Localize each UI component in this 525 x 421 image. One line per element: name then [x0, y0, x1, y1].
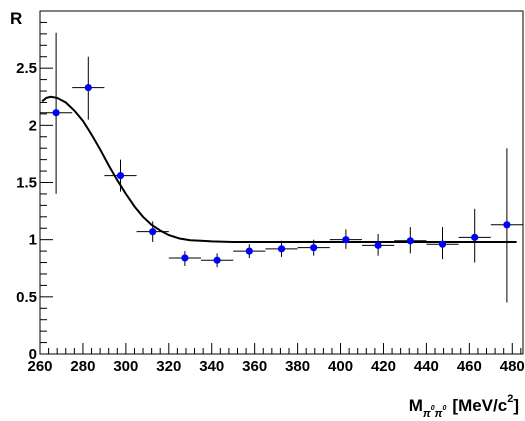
point-marker	[374, 241, 382, 249]
data-point	[136, 221, 169, 242]
y-axis-title: R	[10, 9, 22, 28]
fit-curve-group	[41, 95, 517, 243]
data-point	[72, 56, 105, 120]
x-tick-label: 280	[70, 358, 95, 375]
x-tick-label: 380	[285, 358, 310, 375]
point-marker	[310, 244, 318, 252]
point-marker	[406, 237, 414, 245]
point-marker	[438, 240, 447, 248]
x-tick-label: 360	[242, 358, 267, 375]
data-point	[426, 227, 459, 260]
x-axis-title-sup2: 0	[443, 405, 447, 412]
x-tick-label: 420	[371, 358, 396, 375]
data-point	[329, 229, 362, 249]
point-marker	[52, 109, 60, 117]
point-marker	[84, 84, 92, 92]
x-tick-label: 460	[457, 358, 482, 375]
y-tick-label: 1	[29, 232, 37, 249]
y-tick-label: 2.5	[16, 60, 37, 77]
point-marker	[245, 247, 253, 255]
point-marker	[116, 172, 125, 180]
axis-ticks: 260 280 300 320 340 360 380 400 420 440 460 480 0 0.5…	[16, 21, 525, 375]
x-axis-title-sub2: π	[435, 408, 443, 420]
data-point	[297, 239, 330, 256]
point-marker	[149, 228, 157, 236]
data-point	[394, 227, 427, 254]
point-marker	[342, 236, 350, 244]
x-axis-title-sup1: 0	[431, 405, 435, 412]
x-tick-label: 300	[113, 358, 138, 375]
fit-curve	[41, 95, 517, 243]
point-marker	[503, 221, 511, 229]
plot-frame	[39, 10, 524, 355]
x-axis-title-sub1: π	[423, 408, 431, 420]
data-point	[233, 244, 266, 258]
point-marker	[181, 254, 189, 262]
y-tick-label: 0	[29, 346, 37, 363]
data-point	[265, 240, 298, 257]
x-tick-label: 260	[27, 358, 52, 375]
x-axis-title: Mπ0π0 [MeV/c2]	[409, 393, 519, 420]
x-axis-title-main: M	[409, 396, 423, 415]
data-point	[104, 159, 137, 192]
data-point	[490, 148, 523, 303]
data-point	[168, 251, 201, 266]
x-tick-label: 440	[414, 358, 439, 375]
x-tick-label: 400	[328, 358, 353, 375]
data-point	[362, 233, 395, 256]
x-tick-label: 480	[500, 358, 525, 375]
data-point	[201, 253, 234, 268]
data-point	[458, 208, 491, 263]
point-marker	[471, 233, 479, 241]
x-tick-label: 320	[156, 358, 181, 375]
data-point	[40, 32, 73, 194]
y-tick-label: 0.5	[16, 289, 37, 306]
point-marker	[277, 245, 286, 253]
data-points	[40, 32, 523, 303]
x-axis-title-unit-sup: 2	[507, 393, 513, 405]
x-tick-label: 340	[199, 358, 224, 375]
y-tick-label: 2	[29, 117, 37, 134]
x-axis-title-unit-close: ]	[513, 396, 519, 415]
point-marker	[213, 256, 221, 264]
x-axis-title-unit: [MeV/c	[452, 396, 507, 415]
y-tick-label: 1.5	[16, 175, 37, 192]
